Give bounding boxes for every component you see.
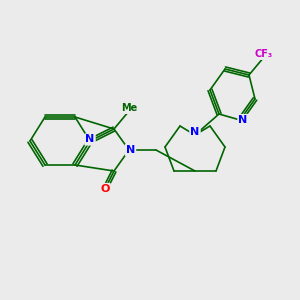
Text: N: N: [190, 127, 200, 137]
Text: O: O: [100, 184, 110, 194]
Text: CF₃: CF₃: [255, 49, 273, 59]
Text: N: N: [238, 115, 247, 125]
Text: Me: Me: [121, 103, 137, 113]
Text: N: N: [126, 145, 135, 155]
Text: N: N: [85, 134, 94, 145]
